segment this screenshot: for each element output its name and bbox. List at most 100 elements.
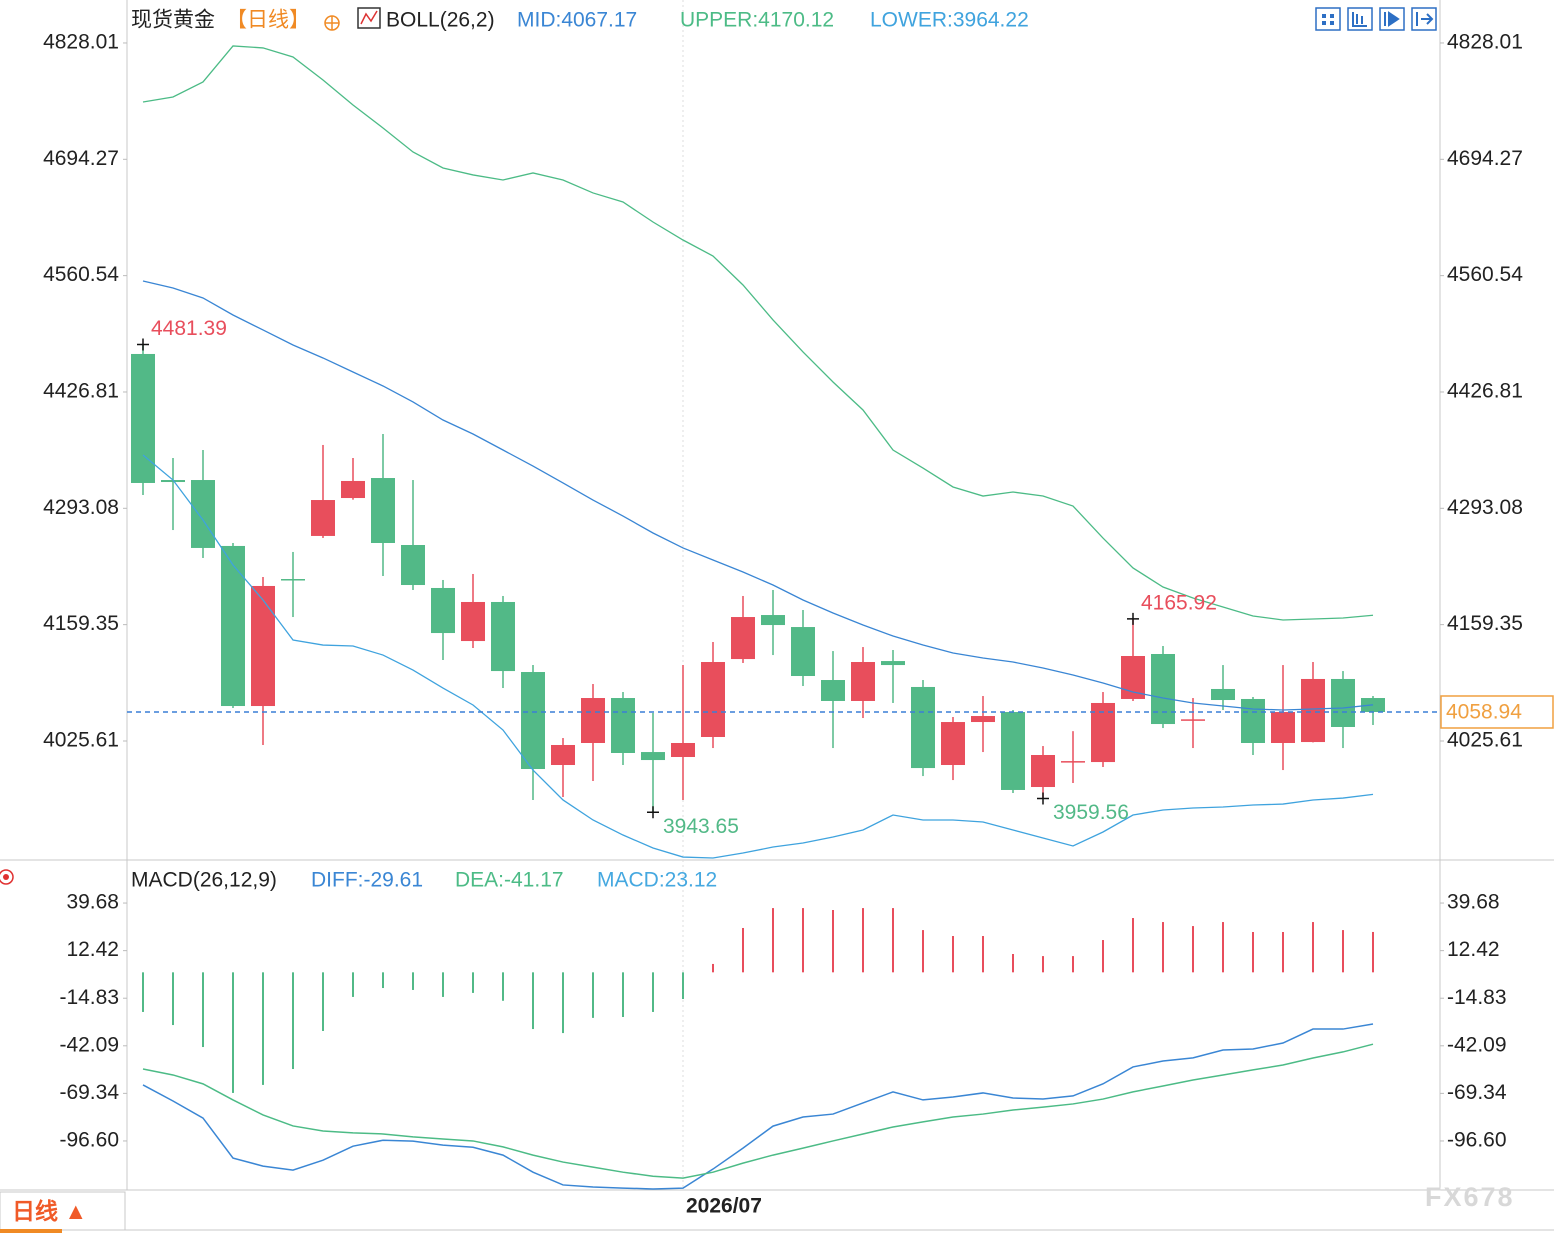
candle-body (1241, 698, 1265, 743)
last-price-label: 4058.94 (1446, 701, 1522, 724)
candle-body (551, 744, 575, 766)
candle-body (1301, 678, 1325, 743)
extreme-marker (137, 338, 149, 351)
candle-body (251, 585, 275, 707)
candle-body (281, 579, 305, 581)
candle-body (1211, 688, 1235, 701)
y-tick-label: -96.60 (59, 1128, 119, 1151)
y-tick-label-right: 4694.27 (1447, 147, 1523, 170)
candle-body (461, 601, 485, 642)
candle-body (731, 617, 755, 660)
y-tick-label-right: -69.34 (1447, 1081, 1507, 1104)
indicator-line (142, 1023, 1374, 1190)
y-tick-label-right: 4159.35 (1447, 612, 1523, 635)
legend-entry: MID:4067.17 (517, 9, 637, 32)
candle-body (371, 478, 395, 544)
indicator-label: BOLL(26,2) (386, 9, 495, 32)
y-tick-label: 4426.81 (43, 380, 119, 403)
extreme-label: 3943.65 (663, 815, 739, 838)
candle-body (131, 353, 155, 483)
candle-body (821, 680, 845, 701)
toolbar (1315, 7, 1437, 31)
candle-body (971, 716, 995, 723)
candle-body (401, 545, 425, 586)
extreme-marker (647, 806, 659, 819)
candle-body (431, 587, 455, 634)
candle-body (611, 698, 635, 754)
candle-body (521, 672, 545, 770)
y-tick-label: -14.83 (59, 986, 119, 1009)
candle-body (1061, 761, 1085, 763)
legend-entry: DEA:-41.17 (455, 869, 564, 892)
candle-body (311, 500, 335, 536)
macd-icon[interactable] (0, 869, 14, 885)
candle-body (1001, 712, 1025, 790)
y-tick-label: 4694.27 (43, 147, 119, 170)
y-tick-label-right: 4293.08 (1447, 496, 1523, 519)
y-tick-label: 4560.54 (43, 263, 119, 286)
candle-body (641, 752, 665, 761)
candle-body (791, 627, 815, 677)
indicator-line (142, 454, 1374, 859)
y-tick-label: 12.42 (66, 938, 119, 961)
candle-body (881, 661, 905, 666)
y-tick-label: 39.68 (66, 891, 119, 914)
y-tick-label: 4828.01 (43, 31, 119, 54)
y-tick-label-right: 4025.61 (1447, 729, 1523, 752)
watermark: FX678 (1425, 1182, 1515, 1212)
chart-title: 现货黄金 (131, 9, 215, 32)
legend-entry: UPPER:4170.12 (680, 9, 834, 32)
y-tick-label-right: -14.83 (1447, 986, 1507, 1009)
indicator-line (142, 280, 1374, 711)
candle-body (221, 545, 245, 707)
period-tab[interactable]: 日线 ▲ (0, 1191, 126, 1233)
y-tick-label-right: 39.68 (1447, 891, 1500, 914)
y-tick-label-right: 4828.01 (1447, 31, 1523, 54)
extreme-label: 4481.39 (151, 317, 227, 340)
extreme-marker (1037, 792, 1049, 805)
legend-entry: LOWER:3964.22 (870, 9, 1029, 32)
candle-body (191, 480, 215, 548)
candle-body (671, 742, 695, 758)
period-label: 【日线】 (226, 9, 310, 32)
candle-body (341, 480, 365, 499)
y-tick-label: -69.34 (59, 1081, 119, 1104)
tab-label[interactable]: 日线 ▲ (12, 1198, 87, 1224)
macd-title: MACD(26,12,9) (131, 869, 277, 892)
indicator-line (142, 1043, 1374, 1179)
candle-body (851, 662, 875, 701)
y-tick-label-right: 12.42 (1447, 938, 1500, 961)
candle-body (581, 698, 605, 743)
period-icon[interactable] (324, 15, 340, 31)
candle-body (941, 722, 965, 766)
y-tick-label: 4293.08 (43, 496, 119, 519)
tool-button[interactable] (1315, 7, 1341, 31)
indicator-line (142, 45, 1374, 621)
candle-body (701, 662, 725, 737)
candle-body (1091, 702, 1115, 763)
candle-body (491, 601, 515, 672)
candle-body (1181, 719, 1205, 721)
legend-entry: DIFF:-29.61 (311, 869, 423, 892)
candle-body (761, 615, 785, 626)
candle-body (1151, 654, 1175, 725)
y-tick-label-right: -42.09 (1447, 1033, 1507, 1056)
x-tick-label: 2026/07 (686, 1195, 762, 1218)
legend-entry: MACD:23.12 (597, 869, 717, 892)
y-tick-label: 4159.35 (43, 612, 119, 635)
candle-body (1331, 678, 1355, 727)
y-tick-label: -42.09 (59, 1033, 119, 1056)
y-tick-label-right: 4560.54 (1447, 263, 1523, 286)
candle-body (1031, 755, 1055, 788)
candle-body (1271, 712, 1295, 743)
y-tick-label: 4025.61 (43, 729, 119, 752)
y-tick-label-right: 4426.81 (1447, 380, 1523, 403)
extreme-label: 4165.92 (1141, 591, 1217, 614)
y-tick-label-right: -96.60 (1447, 1128, 1507, 1151)
indicator-icon[interactable] (357, 7, 381, 29)
extreme-label: 3959.56 (1053, 801, 1129, 824)
extreme-marker (1127, 612, 1139, 625)
candle-body (911, 686, 935, 769)
last-price-box (1440, 695, 1554, 729)
